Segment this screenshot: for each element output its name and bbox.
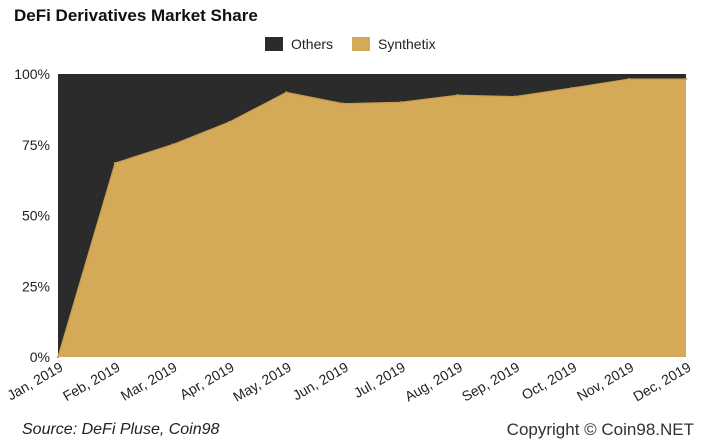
data-point-synthetix-3 (228, 120, 231, 124)
legend-swatch-others (265, 37, 283, 51)
data-point-synthetix-10 (627, 77, 631, 81)
legend-swatch-synthetix (352, 37, 370, 51)
x-tick-label: Apr, 2019 (177, 359, 237, 403)
legend-item-others[interactable]: Others (265, 36, 333, 52)
y-tick-label: 75% (22, 137, 50, 153)
x-tick-label: Mar, 2019 (118, 359, 180, 404)
x-tick-label: Nov, 2019 (574, 359, 637, 404)
source-note: Source: DeFi Pluse, Coin98 (22, 421, 220, 438)
data-point-synthetix-0 (56, 355, 60, 359)
x-tick-label: Dec, 2019 (630, 359, 693, 405)
x-tick-label: Sep, 2019 (459, 359, 522, 405)
legend-label-synthetix: Synthetix (378, 36, 436, 52)
legend-item-synthetix[interactable]: Synthetix (352, 36, 436, 52)
x-tick-label: May, 2019 (230, 359, 294, 405)
data-point-synthetix-11 (684, 77, 688, 81)
series-line-synthetix (57, 78, 686, 358)
x-tick-label: Jun, 2019 (290, 359, 351, 404)
data-point-synthetix-2 (170, 143, 174, 146)
x-tick-label: Oct, 2019 (519, 359, 580, 403)
y-tick-label: 100% (14, 66, 50, 82)
data-point-synthetix-8 (513, 95, 516, 98)
x-tick-label: Feb, 2019 (60, 359, 123, 404)
y-tick-label: 0% (30, 349, 50, 365)
y-tick-label: 50% (22, 208, 50, 224)
data-point-synthetix-4 (285, 91, 288, 94)
copyright-note: Copyright © Coin98.NET (506, 420, 694, 439)
data-point-synthetix-5 (342, 102, 345, 105)
y-tick-label: 25% (22, 278, 50, 294)
chart-title: DeFi Derivatives Market Share (14, 6, 258, 25)
series-area-synthetix (58, 79, 686, 358)
x-tick-label: Jul, 2019 (351, 359, 408, 401)
data-point-synthetix-1 (113, 161, 117, 165)
x-tick-label: Jan, 2019 (4, 359, 65, 404)
legend: Others Synthetix (0, 36, 706, 56)
data-point-synthetix-6 (399, 101, 402, 104)
legend-label-others: Others (291, 36, 334, 52)
data-point-synthetix-7 (456, 94, 459, 97)
data-point-synthetix-9 (570, 86, 574, 90)
x-tick-label: Aug, 2019 (402, 359, 465, 405)
